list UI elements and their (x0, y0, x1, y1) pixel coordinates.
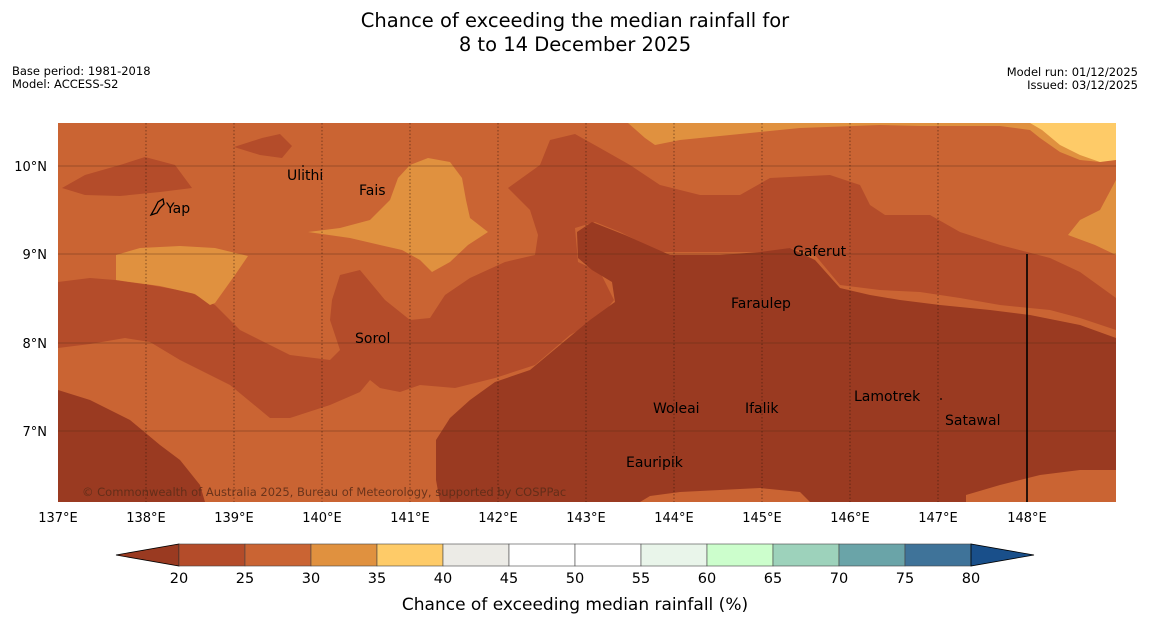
colorbar-segment (640, 543, 708, 567)
lon-label-148e: 148°E (1007, 511, 1047, 526)
colorbar-tick: 65 (764, 571, 782, 587)
yap-island-shape (149, 197, 165, 217)
colorbar-segment (904, 543, 972, 567)
issued-date: Issued: 03/12/2025 (1027, 78, 1138, 92)
meta-left: Base period: 1981-2018 Model: ACCESS-S2 (12, 65, 151, 91)
colorbar-tick: 40 (434, 571, 452, 587)
colorbar-ticks: 20 25 30 35 40 45 50 55 60 65 70 75 80 (170, 571, 980, 587)
lon-label-145e: 145°E (742, 511, 782, 526)
zone-30-35-west (116, 246, 248, 305)
colorbar-tick: 70 (830, 571, 848, 587)
title-line-2: 8 to 14 December 2025 (458, 33, 692, 56)
zone-30-35-fais (308, 158, 488, 272)
meta-right: Model run: 01/12/2025 Issued: 03/12/2025 (1007, 66, 1138, 92)
lon-label-138e: 138°E (126, 511, 166, 526)
zone-20-25 (58, 134, 1116, 418)
map-title: Chance of exceeding the median rainfall … (0, 9, 1150, 57)
colorbar-segment (442, 543, 510, 567)
colorbar-tick: 60 (698, 571, 716, 587)
lon-label-142e: 142°E (478, 511, 518, 526)
base-period: Base period: 1981-2018 (12, 64, 151, 78)
colorbar-low-arrow (115, 543, 180, 567)
lon-label-137e: 137°E (38, 511, 78, 526)
place-label-yap: Yap (165, 201, 190, 217)
colorbar-segment (244, 543, 312, 567)
place-label-satawal: Satawal (945, 413, 1000, 429)
colorbar-tick: 80 (962, 571, 980, 587)
model-run: Model run: 01/12/2025 (1006, 65, 1138, 79)
colorbar-tick: 25 (236, 571, 254, 587)
place-label-ifalik: Ifalik (745, 401, 779, 417)
zone-35-40 (1030, 123, 1116, 162)
place-label-woleai: Woleai (653, 401, 700, 417)
lon-label-143e: 143°E (566, 511, 606, 526)
colorbar-tick: 55 (632, 571, 650, 587)
ulithi-atoll-dot (302, 165, 304, 167)
lon-label-139e: 139°E (214, 511, 254, 526)
colorbar-high-arrow (970, 543, 1035, 567)
place-label-ulithi: Ulithi (287, 168, 323, 184)
colorbar-segment (508, 543, 576, 567)
colorbar-tick: 20 (170, 571, 188, 587)
colorbar-tick: 50 (566, 571, 584, 587)
lat-label-9n: 9°N (23, 248, 48, 263)
lon-label-147e: 147°E (918, 511, 958, 526)
lat-label-7n: 7°N (23, 425, 48, 440)
colorbar (115, 543, 1035, 567)
zone-30-35-east (1068, 180, 1116, 255)
zone-20-25-ulithi (234, 134, 292, 158)
colorbar-tick: 35 (368, 571, 386, 587)
title-line-1: Chance of exceeding the median rainfall … (360, 9, 790, 32)
place-label-faraulep: Faraulep (731, 296, 791, 312)
place-label-lamotrek: Lamotrek (854, 389, 921, 405)
colorbar-tick: 75 (896, 571, 914, 587)
lon-gridlines (145, 123, 939, 502)
lon-label-146e: 146°E (830, 511, 870, 526)
lon-label-144e: 144°E (654, 511, 694, 526)
colorbar-tick: 30 (302, 571, 320, 587)
zone-below-20-sw (58, 390, 205, 502)
colorbar-tick: 45 (500, 571, 518, 587)
lon-label-140e: 140°E (302, 511, 342, 526)
colorbar-segment (178, 543, 246, 567)
zone-below-20 (436, 222, 1116, 502)
colorbar-segment (706, 543, 774, 567)
zone-30-35-north (628, 123, 1116, 162)
colorbar-label: Chance of exceeding median rainfall (%) (402, 595, 748, 615)
rainfall-map (58, 123, 1116, 502)
colorbar-segment (838, 543, 906, 567)
copyright-notice: © Commonwealth of Australia 2025, Bureau… (82, 485, 566, 499)
lat-label-8n: 8°N (23, 337, 48, 352)
colorbar-segment (310, 543, 378, 567)
lon-label-141e: 141°E (390, 511, 430, 526)
place-label-eauripik: Eauripik (626, 455, 684, 471)
place-label-sorol: Sorol (355, 331, 390, 347)
lamotrek-atoll-dot (940, 398, 942, 400)
model-name: Model: ACCESS-S2 (12, 77, 119, 91)
colorbar-segment (772, 543, 840, 567)
zone-20-25-yap (62, 157, 192, 196)
place-label-gaferut: Gaferut (793, 244, 847, 260)
colorbar-segment (376, 543, 444, 567)
place-label-fais: Fais (359, 183, 386, 199)
lat-label-10n: 10°N (14, 160, 47, 175)
colorbar-segment (574, 543, 642, 567)
